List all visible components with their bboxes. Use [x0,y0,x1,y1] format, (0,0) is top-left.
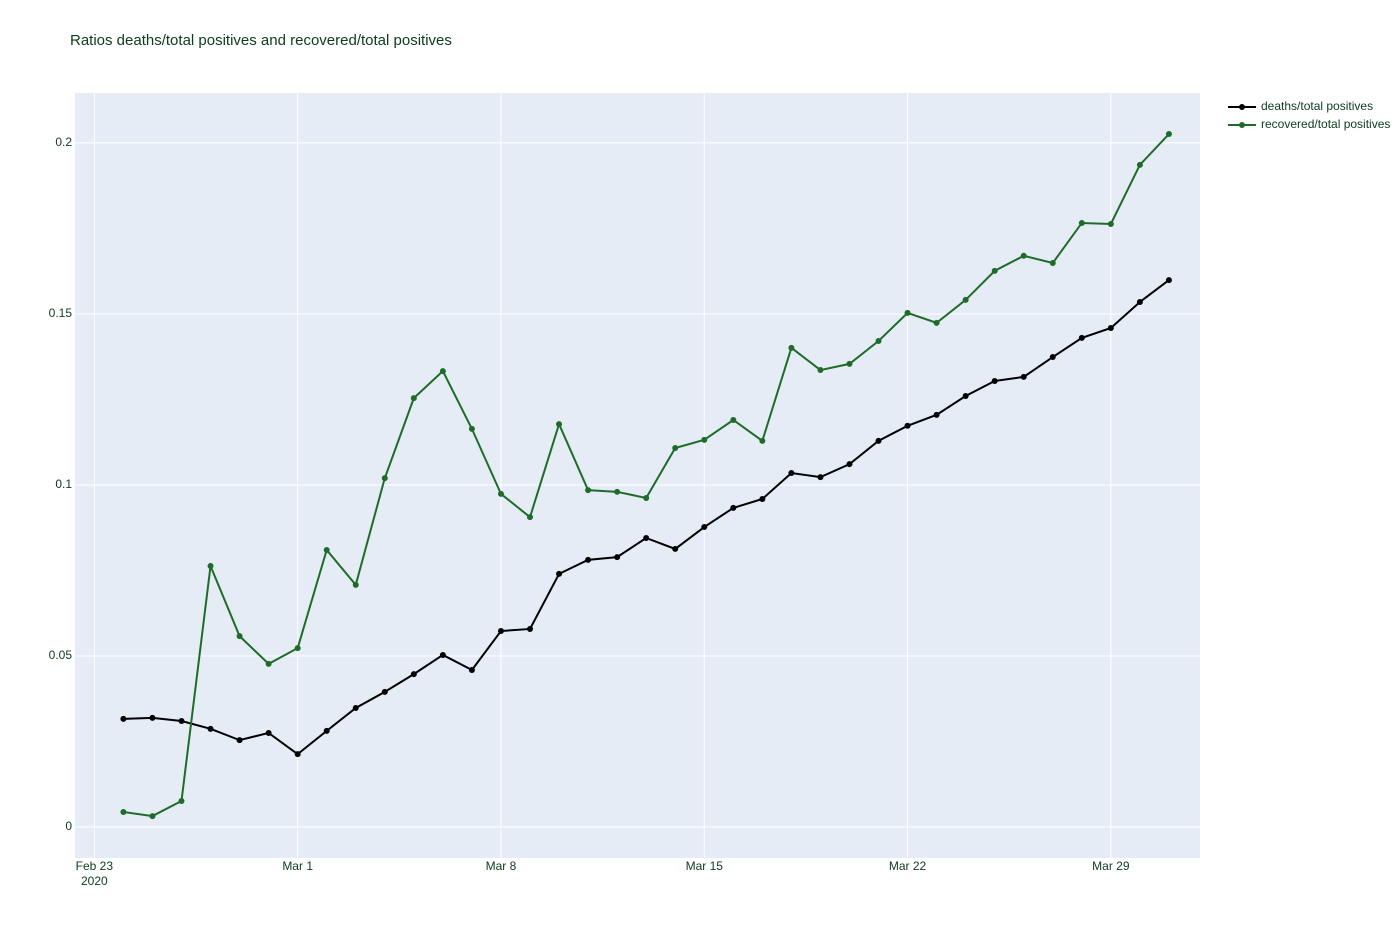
data-point [1136,161,1143,168]
data-point [846,461,853,468]
data-point [1136,298,1143,305]
y-tick-label: 0.05 [49,648,73,662]
data-point [817,367,824,374]
data-point [1020,373,1027,380]
data-point [759,495,766,502]
data-point [207,725,214,732]
plot-area [75,93,1200,858]
data-point [468,425,475,432]
x-tick-label: Mar 29 [1092,859,1130,873]
x-tick-label: Mar 8 [486,859,517,873]
data-point [294,645,301,652]
data-point [817,474,824,481]
chart-title: Ratios deaths/total positives and recove… [70,32,452,49]
x-tick-label: Feb 23 2020 [76,859,114,888]
data-point [149,714,156,721]
data-point [730,416,737,423]
data-point [497,490,504,497]
data-point [556,570,563,577]
data-point [643,534,650,541]
data-point [439,368,446,375]
data-point [265,660,272,667]
data-point [1165,131,1172,138]
data-point [527,514,534,521]
data-point [875,437,882,444]
data-point [1078,219,1085,226]
data-point [323,546,330,553]
data-point [207,563,214,570]
data-point [410,395,417,402]
data-point [556,421,563,428]
data-point [352,581,359,588]
data-point [585,487,592,494]
data-point [962,393,969,400]
data-point [1107,221,1114,228]
data-point [991,377,998,384]
data-point [120,715,127,722]
y-tick-label: 0 [65,819,72,833]
data-point [730,504,737,511]
data-point [904,309,911,316]
x-tick-label: Mar 1 [282,859,313,873]
data-point [381,688,388,695]
data-point [265,729,272,736]
data-point [527,625,534,632]
data-point [585,556,592,563]
data-point [352,704,359,711]
data-point [643,494,650,501]
data-point [614,488,621,495]
data-point [759,437,766,444]
data-point [178,798,185,805]
data-point [672,445,679,452]
data-point [701,524,708,531]
data-point [1020,252,1027,259]
data-point [788,344,795,351]
data-point [236,737,243,744]
y-tick-label: 0.15 [49,306,73,320]
x-tick-label: Mar 22 [889,859,927,873]
data-point [701,436,708,443]
legend-marker [1239,104,1245,110]
data-point [410,671,417,678]
data-point [178,717,185,724]
data-point [236,633,243,640]
data-point [149,813,156,820]
x-tick-label: Mar 15 [686,859,724,873]
data-point [933,319,940,326]
data-point [1165,277,1172,284]
data-point [468,667,475,674]
legend-label: deaths/total positives [1261,99,1373,113]
data-point [614,554,621,561]
data-point [875,337,882,344]
data-point [1078,334,1085,341]
data-point [1049,259,1056,266]
y-tick-label: 0.2 [55,135,72,149]
legend-marker [1239,122,1245,128]
data-point [1107,324,1114,331]
data-point [933,411,940,418]
data-point [120,808,127,815]
data-point [991,267,998,274]
data-point [1049,354,1056,361]
data-point [788,470,795,477]
legend-label: recovered/total positives [1261,117,1390,131]
data-point [672,545,679,552]
data-point [439,651,446,658]
data-point [497,628,504,635]
data-point [962,296,969,303]
data-point [294,751,301,758]
data-point [904,422,911,429]
data-point [323,727,330,734]
y-tick-label: 0.1 [55,477,72,491]
data-point [846,360,853,367]
data-point [381,475,388,482]
